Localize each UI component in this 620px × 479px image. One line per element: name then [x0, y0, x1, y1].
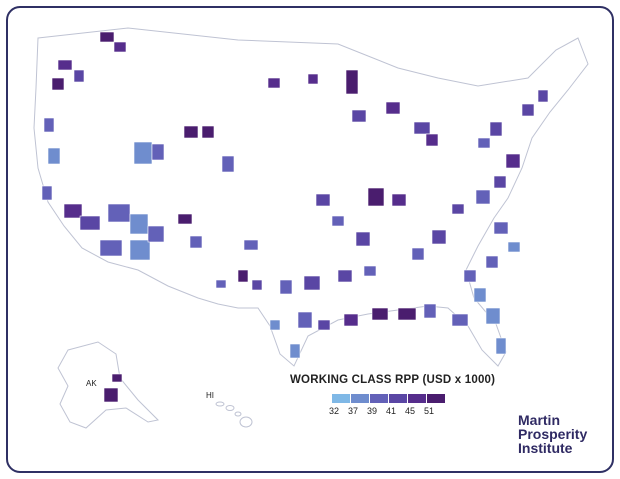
- county-patch: [177, 213, 193, 225]
- county-patch: [413, 121, 431, 135]
- county-patch: [183, 125, 199, 139]
- legend-swatch: [370, 394, 389, 403]
- county-patch: [475, 189, 491, 205]
- legend-tick: 37: [347, 406, 359, 416]
- brand-line: Martin: [518, 412, 560, 428]
- legend-swatch: [408, 394, 427, 403]
- county-patch: [431, 229, 447, 245]
- county-patch: [73, 69, 85, 83]
- legend-color-bar: [332, 394, 520, 403]
- county-patch: [391, 193, 407, 207]
- county-patch: [331, 215, 345, 227]
- county-patch: [495, 337, 507, 355]
- county-patch: [201, 125, 215, 139]
- legend-swatch: [427, 394, 446, 403]
- county-patch: [451, 313, 469, 327]
- county-patch: [363, 265, 377, 277]
- legend: WORKING CLASS RPP (USD x 1000) 32 37 39 41 4…: [290, 374, 520, 418]
- county-patch: [355, 231, 371, 247]
- county-patch: [489, 121, 503, 137]
- county-patch: [425, 133, 439, 147]
- county-patch: [493, 175, 507, 189]
- county-patch: [493, 221, 509, 235]
- county-patch: [485, 255, 499, 269]
- legend-tick: 41: [385, 406, 397, 416]
- county-patch: [477, 137, 491, 149]
- county-patch: [113, 41, 127, 53]
- county-patch: [297, 311, 313, 329]
- county-patch: [385, 101, 401, 115]
- county-patch: [151, 143, 165, 161]
- county-patch: [63, 203, 83, 219]
- county-patch: [147, 225, 165, 243]
- county-patch: [99, 31, 115, 43]
- county-patch: [43, 117, 55, 133]
- county-patch: [99, 239, 123, 257]
- county-patch: [521, 103, 535, 117]
- legend-swatch: [351, 394, 370, 403]
- map-frame: AK HI WORKING CLASS RPP (USD x 1000) 32 3…: [6, 6, 614, 473]
- legend-tick: 45: [404, 406, 416, 416]
- county-patch: [345, 69, 359, 95]
- legend-tick-labels: 32 37 39 41 45 51: [328, 406, 520, 418]
- county-patch: [303, 275, 321, 291]
- county-patch: [51, 77, 65, 91]
- alaska: [57, 341, 160, 429]
- county-patch: [351, 109, 367, 123]
- county-patch: [129, 213, 149, 235]
- continental-us: [33, 27, 589, 367]
- county-patch: [267, 77, 281, 89]
- county-patch: [79, 215, 101, 231]
- legend-tick: 51: [423, 406, 435, 416]
- county-patch: [507, 241, 521, 253]
- county-patch: [243, 239, 259, 251]
- county-patch: [103, 387, 119, 403]
- hawaii: [215, 401, 253, 428]
- county-patch: [315, 193, 331, 207]
- us-map: AK HI: [33, 27, 589, 429]
- county-patch: [505, 153, 521, 169]
- county-patch: [215, 279, 227, 289]
- county-patch: [423, 303, 437, 319]
- county-patch: [289, 343, 301, 359]
- county-patch: [251, 279, 263, 291]
- county-patch: [107, 203, 131, 223]
- legend-tick: 39: [366, 406, 378, 416]
- county-patch: [129, 239, 151, 261]
- county-patch: [411, 247, 425, 261]
- county-layer: [41, 31, 549, 403]
- county-patch: [337, 269, 353, 283]
- county-patch: [47, 147, 61, 165]
- county-patch: [343, 313, 359, 327]
- county-patch: [41, 185, 53, 201]
- legend-tick: 32: [328, 406, 340, 416]
- county-patch: [189, 235, 203, 249]
- brand-line: Prosperity: [518, 426, 588, 442]
- legend-swatch: [332, 394, 351, 403]
- county-patch: [307, 73, 319, 85]
- county-patch: [57, 59, 73, 71]
- alaska-label: AK: [86, 379, 97, 388]
- county-patch: [111, 373, 123, 383]
- county-patch: [485, 307, 501, 325]
- county-patch: [221, 155, 235, 173]
- legend-title: WORKING CLASS RPP (USD x 1000): [290, 374, 496, 386]
- county-patch: [133, 141, 153, 165]
- county-patch: [451, 203, 465, 215]
- county-patch: [397, 307, 417, 321]
- brand-line: Institute: [518, 440, 573, 456]
- county-patch: [317, 319, 331, 331]
- county-patch: [279, 279, 293, 295]
- county-patch: [371, 307, 389, 321]
- county-patch: [237, 269, 249, 283]
- county-patch: [537, 89, 549, 103]
- county-patch: [367, 187, 385, 207]
- county-patch: [473, 287, 487, 303]
- county-patch: [463, 269, 477, 283]
- hawaii-label: HI: [206, 391, 214, 400]
- brand-logo: Martin Prosperity Institute: [518, 413, 587, 455]
- legend-swatch: [389, 394, 408, 403]
- county-patch: [269, 319, 281, 331]
